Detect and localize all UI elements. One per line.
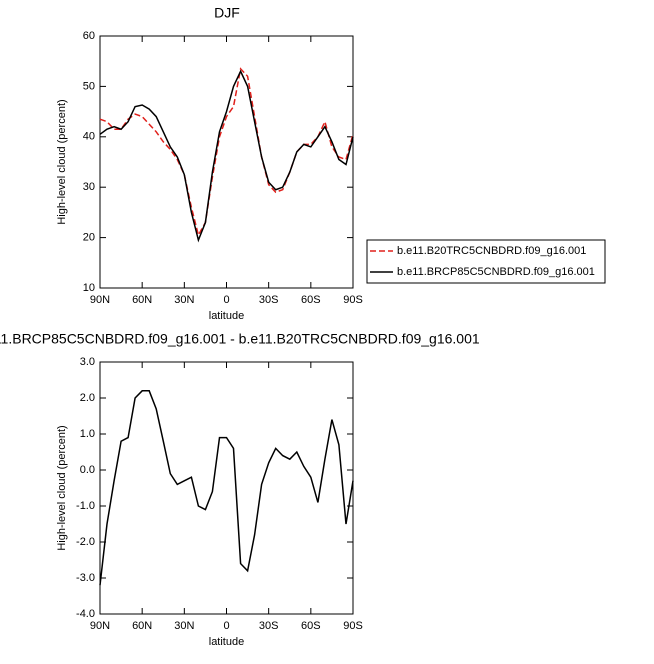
x-tick-label: 30S [259, 620, 279, 632]
y-tick-label: -3.0 [76, 572, 95, 584]
x-tick-label: 30S [259, 294, 279, 306]
x-tick-label: 0 [223, 294, 229, 306]
x-tick-label: 30N [174, 620, 194, 632]
y-axis-label: High-level cloud (percent) [56, 99, 68, 224]
y-tick-label: 60 [83, 30, 95, 42]
x-tick-label: 90S [343, 620, 363, 632]
y-tick-label: 1.0 [80, 428, 95, 440]
plot-frame [99, 35, 354, 289]
chart-title: b.e11.BRCP85C5CNBDRD.f09_g16.001 - b.e11… [0, 331, 480, 347]
x-axis-label: latitude [209, 636, 244, 648]
y-tick-label: 3.0 [80, 356, 95, 368]
x-tick-label: 60S [301, 620, 321, 632]
y-tick-label: 40 [83, 131, 95, 143]
y-tick-label: -2.0 [76, 536, 95, 548]
y-tick-label: 0.0 [80, 464, 95, 476]
data-line [99, 67, 354, 238]
y-axis-label: High-level cloud (percent) [56, 425, 68, 550]
legend-label: b.e11.BRCP85C5CNBDRD.f09_g16.001 [397, 266, 595, 278]
y-tick-label: 2.0 [80, 392, 95, 404]
y-tick-label: 30 [83, 181, 95, 193]
chart-title: DJF [214, 5, 240, 21]
y-tick-label: 10 [83, 282, 95, 294]
y-tick-label: 20 [83, 232, 95, 244]
x-tick-label: 90N [90, 620, 110, 632]
x-tick-label: 90S [343, 294, 363, 306]
data-line [99, 69, 354, 243]
x-tick-label: 0 [223, 620, 229, 632]
x-tick-label: 30N [174, 294, 194, 306]
x-tick-label: 90N [90, 294, 110, 306]
legend-label: b.e11.B20TRC5CNBDRD.f09_g16.001 [397, 245, 586, 257]
x-tick-label: 60N [132, 620, 152, 632]
legend-box [366, 239, 606, 284]
plot-frame [99, 361, 354, 615]
data-line [99, 390, 354, 586]
x-tick-label: 60S [301, 294, 321, 306]
y-tick-label: 50 [83, 80, 95, 92]
x-tick-label: 60N [132, 294, 152, 306]
y-tick-label: -1.0 [76, 500, 95, 512]
x-axis-label: latitude [209, 310, 244, 322]
y-tick-label: -4.0 [76, 608, 95, 620]
